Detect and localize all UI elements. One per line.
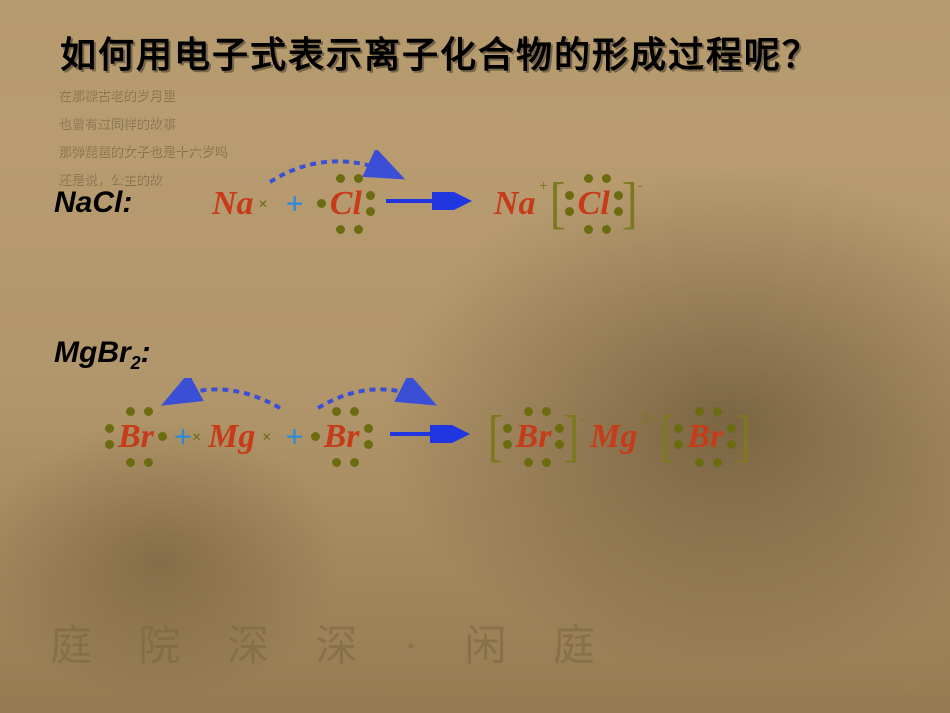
charge-2plus: 2+ [641, 410, 657, 426]
page-number: 3 [905, 674, 914, 695]
slide: 如何用电子式表示离子化合物的形成过程呢？ 在那棵古老的岁月里 也曾有过同样的故事… [0, 0, 950, 713]
poem-line: 也曾有过同样的故事 [58, 110, 227, 138]
charge-plus: + [539, 177, 547, 193]
background-poem: 在那棵古老的岁月里 也曾有过同样的故事 那弹琵琶的女子也是十六岁吗 还是说，公主… [58, 82, 227, 194]
nacl-equation: Na × + Cl Na + [ Cl ] - [210, 185, 642, 222]
mg-atom: × Mg × [208, 420, 255, 454]
plus-sign: + [286, 185, 304, 222]
br-atom-right: Br [324, 420, 360, 454]
na-ion: Na [494, 187, 536, 221]
plus-sign: + [174, 418, 192, 455]
slide-title: 如何用电子式表示离子化合物的形成过程呢？ [60, 26, 820, 78]
nacl-label: NaCl: [54, 186, 132, 220]
plus-sign: + [285, 418, 303, 455]
electron-cross: × [258, 197, 267, 213]
poem-line: 那弹琵琶的女子也是十六岁吗 [58, 138, 227, 166]
reaction-arrow [384, 192, 472, 215]
transfer-arrow-mgbr-left [160, 378, 290, 414]
br-atom-left: Br [118, 420, 154, 454]
electron-cross: × [192, 430, 201, 446]
mgbr2-equation: Br + × Mg × + Br [ Br [110, 418, 756, 455]
charge-minus: - [638, 177, 643, 193]
charge-minus: - [579, 410, 584, 426]
br-ion-left: Br [516, 420, 552, 454]
na-atom: Na × [212, 187, 254, 221]
electron-cross: × [262, 430, 271, 446]
mgbr2-label: MgBr2: [54, 336, 151, 374]
br-ion-right: Br [687, 420, 723, 454]
cl-atom: Cl [330, 187, 362, 221]
cl-ion: Cl [578, 187, 610, 221]
mg-ion: Mg [590, 420, 637, 454]
background-calligraphy: 庭 院 深 深 · 闲 庭 [50, 612, 613, 673]
transfer-arrow-mgbr-right [310, 378, 440, 414]
charge-minus: - [751, 410, 756, 426]
poem-line: 在那棵古老的岁月里 [58, 82, 227, 110]
reaction-arrow [388, 425, 470, 448]
